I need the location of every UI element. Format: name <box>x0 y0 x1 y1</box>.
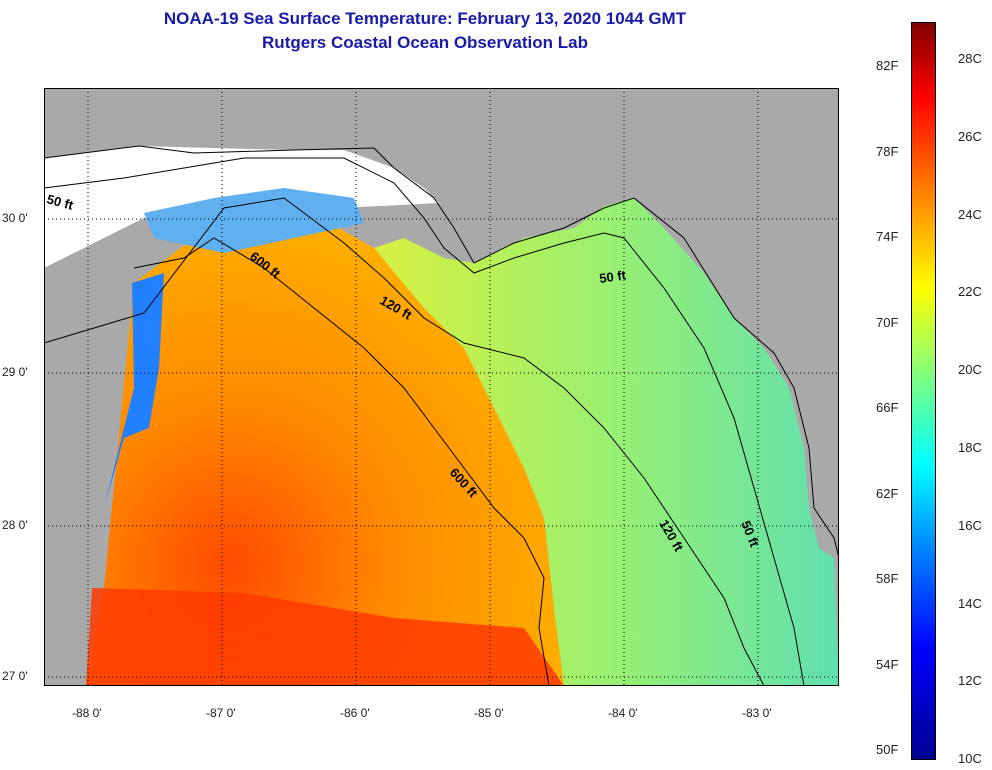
lat-tick-label: 29 0' <box>2 365 28 379</box>
colorbar-c-label: 12C <box>958 673 982 689</box>
lon-tick-label: -84 0' <box>608 706 638 720</box>
colorbar-c-label: 28C <box>958 51 982 66</box>
isobath-50ft-north <box>44 157 805 686</box>
colorbar-c-label: 16C <box>958 517 982 533</box>
colorbar-f-label: 62F <box>876 485 899 501</box>
colorbar-f-label: 74F <box>876 229 899 244</box>
contour-label: 50 ft <box>45 191 75 213</box>
warm-water <box>86 203 564 686</box>
colorbar-f-label: 78F <box>876 143 899 159</box>
colorbar-c-label: 20C <box>958 362 982 378</box>
colorbar-c-label: 10C <box>958 751 982 767</box>
colorbar-c-label: 24C <box>958 206 982 222</box>
lon-tick-label: -85 0' <box>474 706 504 720</box>
graticule <box>44 88 839 686</box>
lon-tick-label: -83 0' <box>742 706 772 720</box>
isobath-600ft <box>133 237 550 686</box>
colorbar-c-label: 18C <box>958 440 982 455</box>
lon-tick-label: -88 0' <box>72 706 102 720</box>
lat-tick-label: 28 0' <box>2 518 28 532</box>
colorbar-c-label: 22C <box>958 284 982 300</box>
lon-tick-label: -86 0' <box>340 706 370 720</box>
map-title: NOAA-19 Sea Surface Temperature: Februar… <box>163 9 687 28</box>
isobath-120ft <box>44 197 765 686</box>
colorbar-c-label: 14C <box>958 595 982 611</box>
colorbar-f-label: 58F <box>876 571 899 586</box>
contour-label: 50 ft <box>598 267 627 286</box>
colorbar-f-label: 54F <box>876 656 899 672</box>
map-frame <box>44 88 839 686</box>
colorbar <box>911 22 936 760</box>
colorbar-gradient <box>912 23 935 759</box>
colorbar-c-label: 26C <box>958 128 982 144</box>
map-subtitle: Rutgers Coastal Ocean Observation Lab <box>262 33 588 52</box>
colorbar-f-label: 66F <box>876 400 899 415</box>
lat-tick-label: 30 0' <box>2 211 28 225</box>
cold-water-north <box>144 188 364 253</box>
colorbar-f-label: 82F <box>876 58 899 73</box>
cold-water-west <box>104 273 164 508</box>
lat-tick-label: 27 0' <box>2 669 28 683</box>
coastline <box>44 145 839 559</box>
hot-water-south <box>86 588 564 686</box>
colorbar-f-label: 70F <box>876 314 899 330</box>
sst-map: 50 ft 600 ft 120 ft 50 ft 600 ft 120 ft … <box>44 88 839 686</box>
colorbar-f-label: 50F <box>876 742 899 757</box>
lon-tick-label: -87 0' <box>206 706 236 720</box>
